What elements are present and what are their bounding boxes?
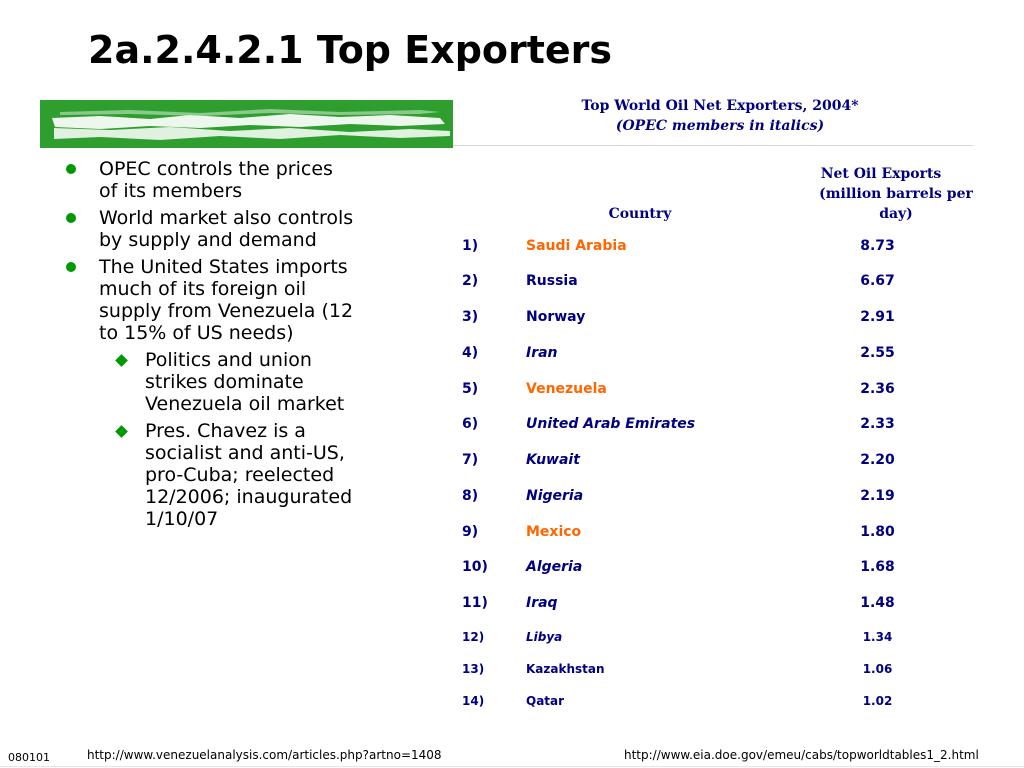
source-link-left[interactable]: http://www.venezuelanalysis.com/articles… xyxy=(87,748,442,762)
green-dot-icon xyxy=(66,262,76,272)
country-cell: Kuwait xyxy=(526,452,580,468)
table-row: 8) Nigeria 2.19 xyxy=(460,488,980,508)
exports-value-cell: 2.33 xyxy=(860,416,895,432)
green-dot-icon xyxy=(66,213,76,223)
country-cell: Nigeria xyxy=(526,488,584,504)
exports-value-cell: 1.48 xyxy=(860,595,895,611)
country-cell: Iraq xyxy=(526,595,558,611)
table-row: 12) Libya 1.34 xyxy=(460,630,980,650)
bullet-text: World market also controls by supply and… xyxy=(99,207,354,251)
exports-value-cell: 2.19 xyxy=(860,488,895,504)
country-cell: Saudi Arabia xyxy=(526,238,627,254)
exports-value-cell: 1.34 xyxy=(862,630,893,644)
exports-value-cell: 2.91 xyxy=(860,309,895,325)
green-diamond-icon xyxy=(115,354,128,367)
country-cell: Algeria xyxy=(526,559,583,575)
bullet-item: World market also controls by supply and… xyxy=(64,207,354,251)
column-header-line: (million barrels per xyxy=(819,186,973,202)
slide-title: 2a.2.4.2.1 Top Exporters xyxy=(88,28,613,72)
rank-cell: 8) xyxy=(462,488,479,504)
bullet-item: The United States imports much of its fo… xyxy=(64,256,354,344)
rank-cell: 5) xyxy=(462,381,479,397)
exports-value-cell: 2.20 xyxy=(860,452,895,468)
sub-bullet-item: Pres. Chavez is a socialist and anti-US,… xyxy=(64,420,354,530)
source-link-right[interactable]: http://www.eia.doe.gov/emeu/cabs/topworl… xyxy=(624,748,979,762)
footer-rule xyxy=(0,766,1024,767)
country-cell: Mexico xyxy=(526,524,582,540)
exports-value-cell: 1.80 xyxy=(860,524,895,540)
country-cell: Norway xyxy=(526,309,586,325)
table-subtitle: (OPEC members in italics) xyxy=(615,118,825,134)
rank-cell: 14) xyxy=(462,694,485,708)
country-cell: Iran xyxy=(526,345,558,361)
table-row: 2) Russia 6.67 xyxy=(460,273,980,293)
green-dot-icon xyxy=(66,164,76,174)
table-row: 4) Iran 2.55 xyxy=(460,345,980,365)
rank-cell: 4) xyxy=(462,345,479,361)
column-header-country: Country xyxy=(608,206,672,222)
sub-bullet-text: Pres. Chavez is a socialist and anti-US,… xyxy=(145,420,353,530)
country-cell: Libya xyxy=(526,630,563,644)
column-header-line: Net Oil Exports xyxy=(820,166,942,182)
rank-cell: 3) xyxy=(462,309,479,325)
rank-cell: 13) xyxy=(462,662,485,676)
country-cell: Kazakhstan xyxy=(526,662,605,676)
decorative-banner xyxy=(40,100,453,148)
slide-number: 080101 xyxy=(8,751,50,764)
rank-cell: 12) xyxy=(462,630,485,644)
table-row: 10) Algeria 1.68 xyxy=(460,559,980,579)
bullet-list: OPEC controls the prices of its members … xyxy=(64,158,354,535)
exports-value-cell: 2.36 xyxy=(860,381,895,397)
country-cell: Qatar xyxy=(526,694,565,708)
table-row: 3) Norway 2.91 xyxy=(460,309,980,329)
rank-cell: 1) xyxy=(462,238,479,254)
bullet-item: OPEC controls the prices of its members xyxy=(64,158,354,202)
country-cell: United Arab Emirates xyxy=(526,416,696,432)
rank-cell: 10) xyxy=(462,559,488,575)
table-row: 6) United Arab Emirates 2.33 xyxy=(460,416,980,436)
table-row: 14) Qatar 1.02 xyxy=(460,694,980,714)
rank-cell: 11) xyxy=(462,595,488,611)
table-row: 1) Saudi Arabia 8.73 xyxy=(460,238,980,258)
exports-value-cell: 1.68 xyxy=(860,559,895,575)
table-title-text: Top World Oil Net Exporters, 2004* xyxy=(581,98,859,114)
table-row: 11) Iraq 1.48 xyxy=(460,595,980,615)
exports-value-cell: 1.02 xyxy=(862,694,893,708)
table-row: 7) Kuwait 2.20 xyxy=(460,452,980,472)
table-row: 13) Kazakhstan 1.06 xyxy=(460,662,980,682)
exports-value-cell: 1.06 xyxy=(862,662,893,676)
rank-cell: 9) xyxy=(462,524,479,540)
column-header-line: day) xyxy=(879,206,913,222)
header-rule xyxy=(453,145,973,146)
exports-value-cell: 2.55 xyxy=(860,345,895,361)
exports-value-cell: 8.73 xyxy=(860,238,895,254)
exports-value-cell: 6.67 xyxy=(860,273,895,289)
rank-cell: 6) xyxy=(462,416,479,432)
table-row: 5) Venezuela 2.36 xyxy=(460,381,980,401)
bullet-text: OPEC controls the prices of its members xyxy=(99,158,333,202)
sub-bullet-text: Politics and union strikes dominate Vene… xyxy=(145,349,345,415)
country-cell: Russia xyxy=(526,273,578,289)
table-title: Top World Oil Net Exporters, 2004* (OPEC… xyxy=(500,96,940,136)
rank-cell: 7) xyxy=(462,452,479,468)
country-cell: Venezuela xyxy=(526,381,607,397)
rank-cell: 2) xyxy=(462,273,479,289)
column-header-exports: Net Oil Exports (million barrels per day… xyxy=(806,164,986,224)
table-row: 9) Mexico 1.80 xyxy=(460,524,980,544)
sub-bullet-item: Politics and union strikes dominate Vene… xyxy=(64,349,354,415)
green-diamond-icon xyxy=(115,425,128,438)
bullet-text: The United States imports much of its fo… xyxy=(99,256,354,344)
